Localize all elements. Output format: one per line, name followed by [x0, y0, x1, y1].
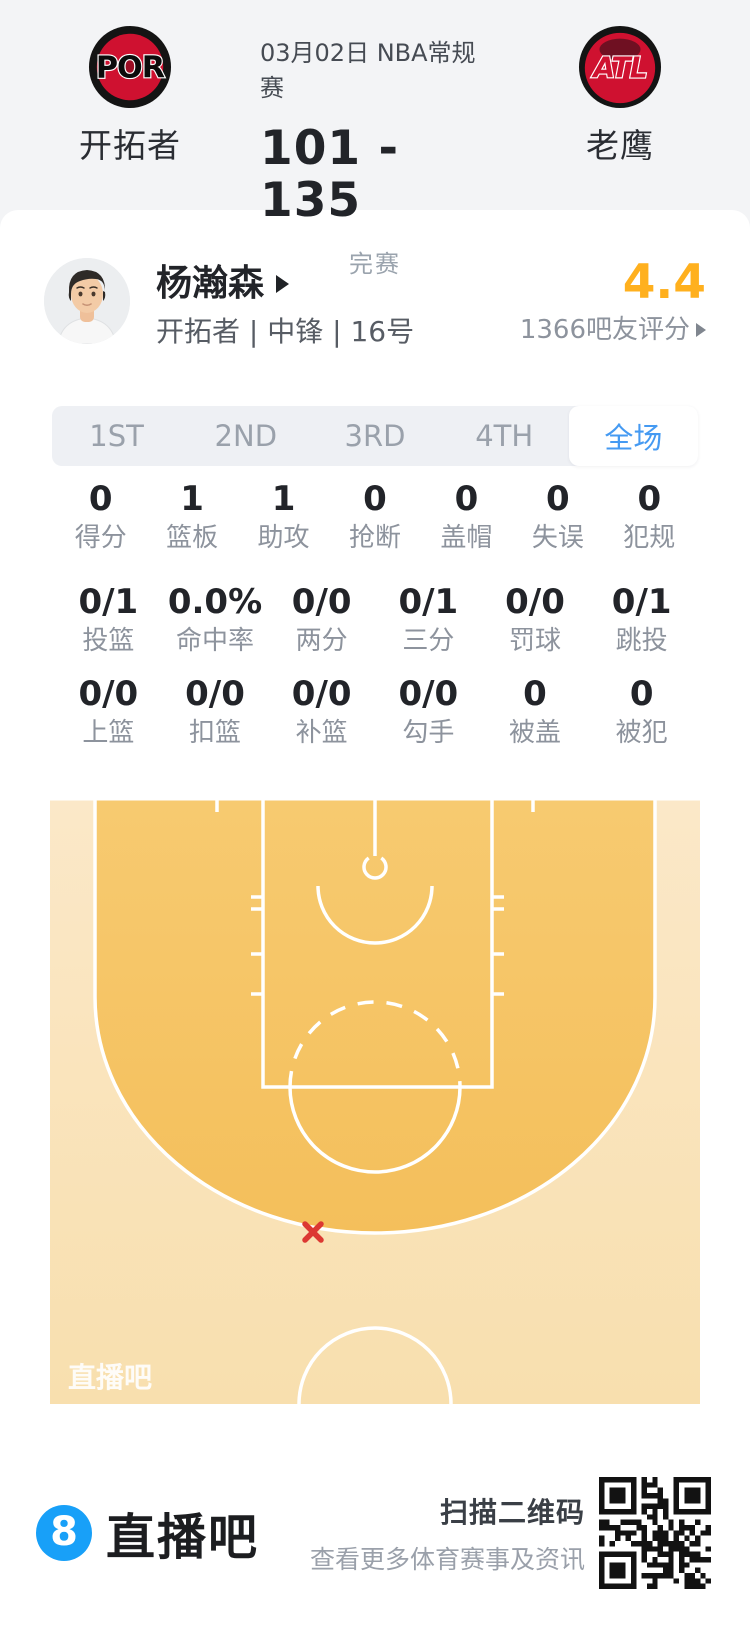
rating-caret-icon [696, 323, 706, 337]
stat-hook: 0/0 勾手 [398, 674, 459, 748]
svg-text:ATL: ATL [591, 52, 647, 85]
free-throw-circle-solid [288, 1086, 462, 1174]
free-throw-circle-dashed [288, 1000, 462, 1088]
player-rating-block[interactable]: 4.4 1366吧友评分 [520, 258, 706, 346]
lane-hash-marks-right [492, 895, 504, 996]
match-date: 03月02日 NBA常规赛 [260, 39, 476, 102]
rating-label-line: 1366吧友评分 [520, 314, 706, 346]
three-point-line [93, 798, 657, 1235]
home-team-name: 开拓者 [79, 126, 181, 165]
away-team-block: ATL 老鹰 [490, 0, 750, 167]
match-score: 101 - 135 [260, 121, 399, 228]
rating-value: 4.4 [622, 255, 706, 310]
court-watermark: 直播吧 [68, 1361, 152, 1394]
qr-subtitle: 查看更多体育赛事及资讯 [309, 1544, 585, 1574]
quarter-tab-bar: 1ST 2ND 3RD 4TH 全场 [52, 406, 698, 466]
qr-code [599, 1477, 711, 1589]
svg-text:POR: POR [96, 51, 165, 86]
stats-row-shot-types: 0/0 上篮 0/0 扣篮 0/0 补篮 0/0 勾手 0 被盖 0 被犯 [0, 673, 750, 749]
half-court-circle [297, 1326, 453, 1405]
rating-label: 1366吧友评分 [519, 315, 690, 345]
match-status: 完赛 [349, 250, 401, 278]
key-lane-lines [261, 798, 494, 1089]
tab-4th[interactable]: 4TH [475, 419, 534, 453]
stat-3pt: 0/1 三分 [398, 582, 459, 656]
lane-hash-marks-left [251, 895, 263, 996]
stat-dunk: 0/0 扣篮 [185, 674, 245, 748]
match-center-info: 03月02日 NBA常规赛 101 - 135 完赛 [260, 0, 490, 279]
stats-row-shooting: 0/1 投篮 0.0% 命中率 0/0 两分 0/1 三分 0/0 罚球 0/1 跳投 [0, 581, 750, 657]
stat-putback: 0/0 补篮 [291, 674, 352, 748]
tab-3rd[interactable]: 3RD [344, 419, 406, 453]
court-inside-three-point-area [95, 798, 655, 1233]
player-detail-caret-icon[interactable] [276, 275, 290, 293]
stats-row-basic: 0 得分 1 篮板 1 助攻 0 抢断 0 盖帽 0 失误 0 犯规 [0, 478, 750, 554]
shot-chart-court: 直播吧 [50, 797, 700, 1405]
stat-jumpshot: 0/1 跳投 [611, 582, 672, 656]
footer-brand-name: 直播吧 [106, 1508, 260, 1566]
tab-2nd[interactable]: 2ND [214, 419, 278, 453]
stat-blocks: 0 盖帽 [440, 479, 493, 553]
player-stats-card: 杨瀚森 开拓者 | 中锋 | 16号 4.4 1366吧友评分 1ST 2ND … [0, 210, 750, 1636]
qr-text-block: 扫描二维码 查看更多体育赛事及资讯 [310, 1491, 585, 1576]
footer-brand: 8 直播吧 [36, 1498, 259, 1569]
stat-fg: 0/1 投篮 [78, 582, 139, 656]
zhibo8-logo-icon: 8 [36, 1505, 92, 1561]
shot-marker-miss [302, 1221, 324, 1243]
home-team-block: POR 开拓者 [0, 0, 260, 167]
player-name: 杨瀚森 [156, 263, 265, 304]
away-team-name: 老鹰 [586, 126, 654, 165]
qr-title: 扫描二维码 [439, 1495, 585, 1529]
player-meta: 开拓者 | 中锋 | 16号 [156, 315, 415, 348]
away-team-logo-atl-icon: ATL [578, 25, 662, 109]
stat-points: 0 得分 [74, 479, 127, 553]
player-avatar [44, 258, 130, 344]
restricted-area-arc [316, 885, 434, 945]
stat-turnovers: 0 失误 [531, 479, 584, 553]
player-row[interactable]: 杨瀚森 开拓者 | 中锋 | 16号 4.4 1366吧友评分 [0, 210, 750, 350]
stat-steals: 0 抢断 [348, 479, 401, 553]
stat-assists: 1 助攻 [257, 479, 310, 553]
stat-layup: 0/0 上篮 [78, 674, 139, 748]
stat-blocked-against: 0 被盖 [508, 674, 561, 748]
stat-rebounds: 1 篮板 [166, 479, 219, 553]
stat-fouls: 0 犯规 [623, 479, 676, 553]
home-team-logo-por-icon: POR [88, 25, 172, 109]
player-info: 杨瀚森 开拓者 | 中锋 | 16号 [156, 258, 414, 350]
court-lines [50, 797, 700, 1405]
tab-1st[interactable]: 1ST [89, 419, 144, 453]
stat-2pt: 0/0 两分 [291, 582, 352, 656]
tab-full-game[interactable]: 全场 [568, 406, 698, 466]
rim-circle [362, 856, 388, 880]
stat-fouled-against: 0 被犯 [615, 674, 668, 748]
stat-ft: 0/0 罚球 [505, 582, 565, 656]
stat-fg-pct: 0.0% 命中率 [167, 582, 263, 656]
match-header: POR 开拓者 03月02日 NBA常规赛 101 - 135 完赛 ATL 老… [0, 0, 750, 278]
baseline-ticks [215, 798, 535, 812]
footer: 8 直播吧 扫描二维码 查看更多体育赛事及资讯 [0, 1474, 750, 1592]
